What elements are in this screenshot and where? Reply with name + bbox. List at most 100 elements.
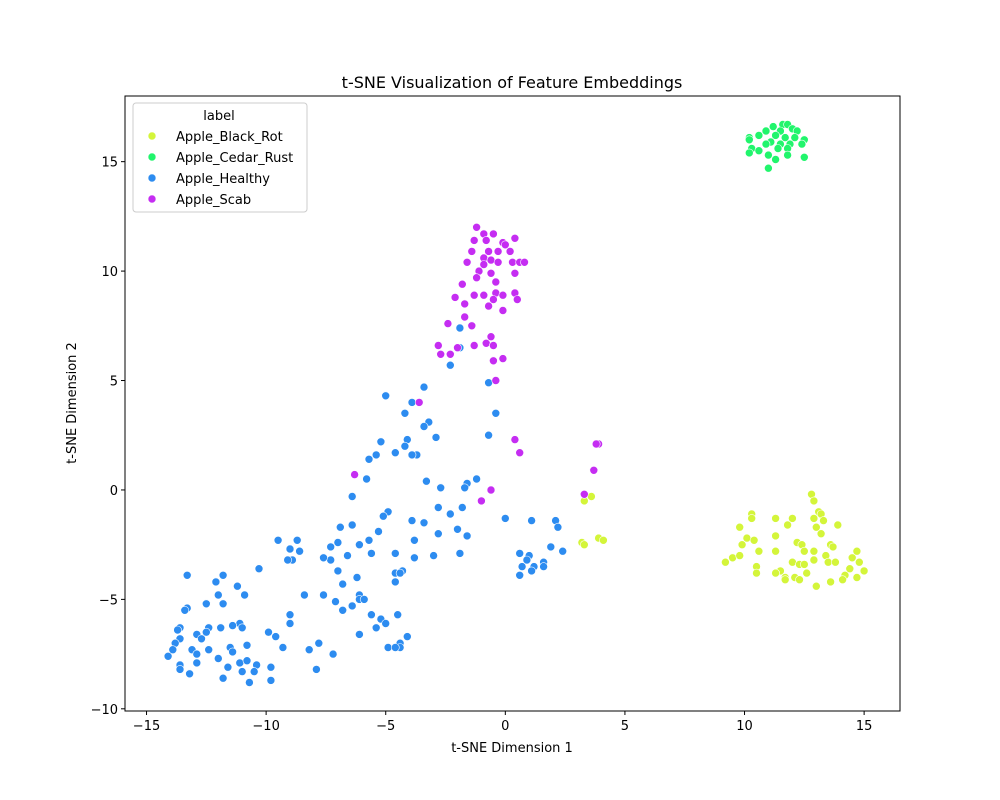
data-point-apple-healthy — [249, 667, 259, 676]
data-point-apple-healthy — [242, 656, 252, 666]
data-point-apple-black-rot — [854, 557, 864, 567]
data-point-apple-healthy — [455, 549, 465, 558]
data-point-apple-black-rot — [735, 551, 745, 560]
x-tick-label: 15 — [856, 719, 873, 734]
data-point-apple-cedar-rust — [790, 133, 800, 142]
data-point-apple-healthy — [343, 551, 352, 560]
data-point-apple-healthy — [240, 590, 249, 600]
data-point-apple-healthy — [390, 643, 400, 652]
data-point-apple-healthy — [431, 433, 441, 442]
data-point-apple-black-rot — [788, 514, 797, 523]
y-tick-label: −10 — [91, 703, 118, 718]
data-point-apple-scab — [489, 356, 498, 366]
data-point-apple-black-rot — [859, 566, 869, 576]
data-point-apple-healthy — [527, 516, 536, 525]
data-point-apple-healthy — [218, 673, 228, 683]
data-point-apple-healthy — [400, 441, 410, 451]
data-point-apple-healthy — [407, 516, 417, 525]
data-point-apple-healthy — [202, 627, 211, 637]
data-point-apple-healthy — [214, 654, 223, 663]
data-point-apple-scab — [498, 306, 508, 315]
data-point-apple-scab — [498, 290, 508, 300]
data-point-apple-black-rot — [780, 575, 790, 585]
data-point-apple-healthy — [355, 540, 364, 550]
data-point-apple-healthy — [381, 619, 391, 628]
data-point-apple-healthy — [515, 570, 525, 580]
data-point-apple-black-rot — [816, 529, 826, 539]
data-point-apple-scab — [515, 448, 525, 458]
data-point-apple-black-rot — [754, 546, 764, 556]
x-tick-label: 10 — [736, 719, 753, 734]
legend-title: label — [203, 109, 234, 124]
data-point-apple-healthy — [390, 549, 400, 558]
data-point-apple-healthy — [364, 454, 374, 464]
data-point-apple-scab — [484, 301, 493, 311]
data-point-apple-healthy — [527, 566, 536, 576]
data-point-apple-scab — [486, 255, 496, 265]
data-point-apple-healthy — [237, 623, 247, 633]
data-point-apple-cedar-rust — [754, 131, 764, 140]
data-point-apple-healthy — [539, 562, 548, 571]
legend-box — [132, 102, 308, 213]
data-point-apple-black-rot — [847, 553, 857, 563]
data-point-apple-cedar-rust — [764, 150, 773, 160]
data-point-apple-scab — [505, 247, 515, 256]
data-point-apple-healthy — [218, 599, 228, 609]
data-point-apple-healthy — [500, 514, 510, 523]
data-point-apple-healthy — [312, 665, 321, 674]
data-point-apple-scab — [469, 341, 479, 350]
data-point-apple-healthy — [347, 520, 357, 530]
data-point-apple-healthy — [328, 649, 338, 659]
data-point-apple-healthy — [395, 568, 405, 578]
data-point-apple-scab — [453, 343, 462, 353]
x-tick-label: 0 — [501, 719, 509, 734]
data-point-apple-scab — [493, 247, 503, 256]
plot-area-frame — [124, 95, 901, 712]
data-point-apple-healthy — [338, 605, 348, 615]
data-point-apple-healthy — [237, 667, 247, 676]
data-point-apple-scab — [436, 349, 446, 359]
data-point-apple-black-rot — [809, 546, 819, 556]
data-point-apple-black-rot — [579, 540, 589, 550]
data-point-apple-scab — [479, 290, 489, 300]
data-point-apple-scab — [489, 295, 498, 304]
legend: label Apple_Black_RotApple_Cedar_RustApp… — [132, 102, 308, 213]
y-tick-label: 5 — [110, 375, 118, 390]
data-point-apple-healthy — [197, 634, 206, 644]
x-tick-label: −10 — [252, 719, 279, 734]
data-point-apple-black-rot — [735, 522, 745, 532]
data-point-apple-healthy — [390, 448, 400, 458]
data-point-apple-healthy — [517, 562, 527, 571]
data-point-apple-scab — [493, 257, 503, 267]
points-layer — [163, 120, 869, 687]
data-point-apple-healthy — [445, 360, 455, 370]
y-tick-label: 0 — [110, 484, 118, 499]
data-point-apple-scab — [479, 260, 489, 269]
data-point-apple-healthy — [390, 577, 400, 587]
data-point-apple-healthy — [192, 658, 202, 668]
legend-marker-apple-healthy — [147, 173, 157, 183]
data-point-apple-scab — [462, 257, 472, 267]
data-point-apple-healthy — [235, 658, 245, 668]
data-point-apple-healthy — [371, 450, 381, 460]
data-point-apple-black-rot — [799, 546, 809, 556]
data-point-apple-healthy — [218, 570, 228, 580]
legend-marker-apple-scab — [147, 194, 157, 204]
data-point-apple-scab — [460, 299, 470, 309]
data-point-apple-scab — [510, 268, 520, 278]
data-point-apple-scab — [467, 247, 477, 256]
data-point-apple-black-rot — [771, 546, 780, 556]
data-point-apple-healthy — [355, 630, 364, 639]
data-point-apple-healthy — [546, 542, 556, 552]
data-point-apple-black-rot — [852, 546, 862, 556]
data-point-apple-black-rot — [845, 564, 855, 574]
data-point-apple-healthy — [338, 579, 348, 589]
legend-marker-apple-cedar-rust — [147, 152, 157, 162]
y-axis-title: t-SNE Dimension 2 — [65, 342, 80, 464]
data-point-apple-black-rot — [852, 573, 862, 582]
data-point-apple-healthy — [347, 492, 357, 501]
data-point-apple-cedar-rust — [744, 135, 754, 145]
y-tick-label: −5 — [99, 593, 118, 608]
data-point-apple-scab — [491, 277, 501, 287]
data-point-apple-black-rot — [811, 581, 821, 591]
